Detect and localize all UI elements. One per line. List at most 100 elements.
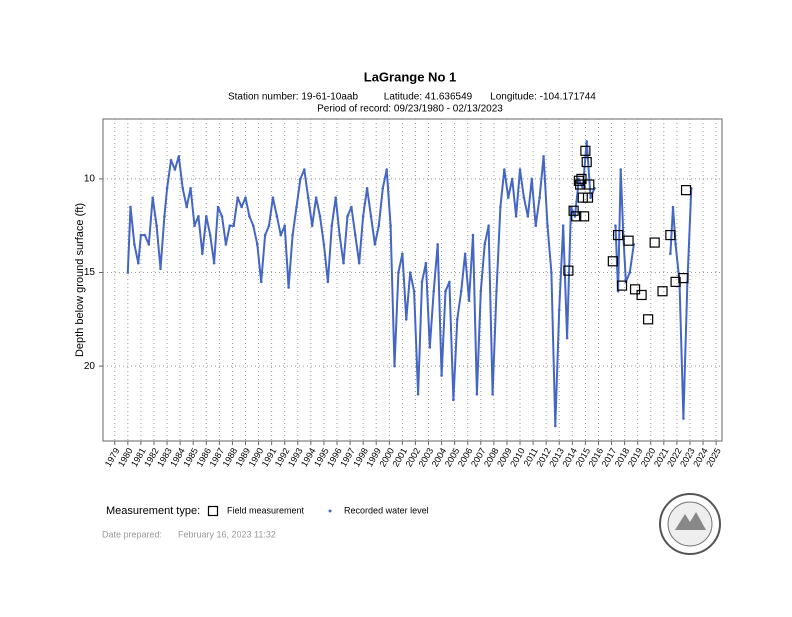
recorded-water-level <box>220 215 224 218</box>
recorded-water-level <box>197 215 200 218</box>
recorded-water-level <box>585 140 588 143</box>
recorded-water-level <box>459 289 463 293</box>
chart-title: LaGrange No 1 <box>364 69 456 84</box>
recorded-water-level <box>420 280 424 284</box>
recorded-water-level <box>377 224 381 228</box>
recorded-water-level <box>357 261 361 265</box>
recorded-water-level <box>193 224 196 228</box>
recorded-water-level <box>412 289 416 293</box>
recorded-water-level <box>283 224 287 228</box>
recorded-water-level <box>557 308 561 312</box>
x-tick-label: 2025 <box>704 446 723 468</box>
recorded-water-level <box>408 271 412 274</box>
recorded-water-level <box>263 233 267 237</box>
recorded-water-level <box>674 243 677 246</box>
recorded-water-level <box>495 289 498 293</box>
recorded-water-level <box>143 233 147 237</box>
recorded-water-level <box>436 243 439 246</box>
recorded-water-level <box>397 271 400 274</box>
recorded-water-level <box>163 215 166 218</box>
recorded-water-level <box>471 233 475 237</box>
recorded-water-level <box>159 267 162 271</box>
seal-mountains <box>675 512 706 530</box>
field-measurement <box>571 211 582 222</box>
recorded-water-level <box>561 224 565 228</box>
recorded-water-level <box>129 205 132 209</box>
field-measurement <box>670 276 681 287</box>
recorded-water-level <box>452 398 455 402</box>
recorded-water-level <box>136 261 140 265</box>
recorded-water-level <box>310 224 314 228</box>
field-measurement <box>665 229 676 241</box>
recorded-water-level <box>252 224 255 228</box>
recorded-water-level <box>522 196 526 199</box>
field-measurement <box>580 145 591 156</box>
recorded-water-level <box>165 186 169 190</box>
recorded-water-level <box>267 224 271 228</box>
recorded-water-level <box>259 280 263 284</box>
field-measurement <box>678 273 689 284</box>
recorded-water-level <box>232 224 236 228</box>
legend-title: Measurement type: <box>106 505 200 517</box>
recorded-water-level <box>126 271 130 274</box>
recorded-water-level <box>534 224 538 228</box>
recorded-water-level <box>628 271 632 274</box>
recorded-water-level <box>314 196 318 199</box>
recorded-water-level <box>291 233 294 237</box>
recorded-water-level <box>208 233 212 237</box>
recorded-water-level <box>538 196 541 199</box>
recorded-water-level <box>330 224 334 228</box>
recorded-water-level <box>354 233 357 237</box>
field-measurement <box>612 229 624 241</box>
recorded-water-level <box>530 177 534 181</box>
recorded-water-level <box>463 252 467 256</box>
legend-label: Recorded water level <box>344 505 429 515</box>
legend-label: Field measurement <box>227 505 305 515</box>
recorded-water-level <box>306 196 310 199</box>
recorded-water-level <box>212 261 216 265</box>
field-measurement <box>568 205 579 216</box>
recorded-water-level <box>334 196 337 199</box>
recorded-water-level <box>236 196 239 199</box>
recorded-water-level <box>440 374 443 377</box>
recorded-water-level <box>554 424 557 428</box>
recorded-water-level <box>299 177 302 181</box>
recorded-water-level <box>424 261 428 265</box>
recorded-water-level <box>455 318 459 321</box>
field-measurement <box>649 237 660 248</box>
recorded-water-level <box>248 215 251 218</box>
recorded-water-level <box>177 155 181 158</box>
recorded-water-level <box>614 224 617 228</box>
recorded-water-level <box>526 215 530 218</box>
recorded-water-level <box>361 215 365 218</box>
recorded-water-level <box>295 205 298 209</box>
recorded-water-level <box>244 196 247 199</box>
recorded-water-level <box>224 243 228 246</box>
field-measurement <box>578 211 590 222</box>
field-measurement <box>657 286 668 297</box>
recorded-water-level <box>381 186 385 190</box>
recorded-water-level <box>169 158 173 162</box>
recorded-water-level <box>432 289 436 293</box>
recorded-water-level <box>393 364 396 368</box>
field-measurement <box>582 192 594 203</box>
y-tick-label: 15 <box>84 267 96 278</box>
agency-seal <box>659 493 721 555</box>
longitude: Longitude: -104.171744 <box>490 92 596 103</box>
recorded-water-level <box>487 224 490 228</box>
recorded-water-level <box>369 215 373 218</box>
recorded-water-level <box>139 233 143 237</box>
recorded-water-level <box>671 205 675 209</box>
legend-swatch <box>328 509 332 513</box>
date-prepared: February 16, 2023 11:32 <box>178 529 276 539</box>
recorded-water-level <box>619 168 622 171</box>
recorded-water-level <box>326 280 330 284</box>
recorded-water-level <box>467 299 471 302</box>
field-measurement <box>577 192 588 203</box>
recorded-water-level <box>491 392 494 396</box>
recorded-water-level <box>228 224 232 228</box>
recorded-water-level <box>682 417 685 420</box>
recorded-water-level <box>479 289 483 293</box>
field-measurement <box>680 185 692 196</box>
